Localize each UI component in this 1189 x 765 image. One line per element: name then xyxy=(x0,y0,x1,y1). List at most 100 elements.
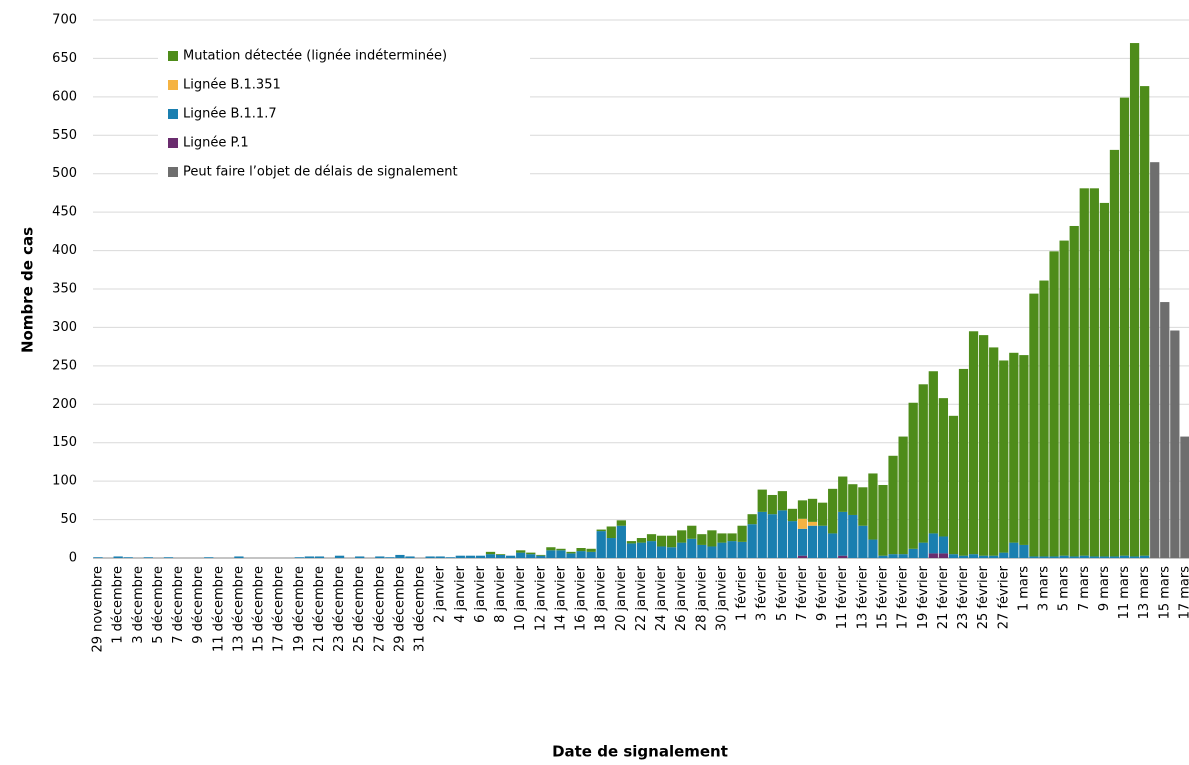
x-tick-label: 4 janvier xyxy=(453,565,468,623)
bar-segment xyxy=(576,548,586,552)
bar-segment xyxy=(979,335,989,556)
bar-segment xyxy=(1049,251,1059,557)
y-tick-label: 150 xyxy=(52,435,77,450)
bar-segment xyxy=(1099,202,1110,557)
x-tick-label: 17 février xyxy=(896,565,911,629)
bar-segment xyxy=(1089,556,1099,558)
bar-segment xyxy=(1119,555,1130,558)
bar-segment xyxy=(757,489,767,512)
x-tick-label: 13 décembre xyxy=(231,566,246,652)
bar-segment xyxy=(646,541,657,558)
bar-segment xyxy=(1170,330,1180,558)
bar-segment xyxy=(405,556,415,558)
y-tick-label: 450 xyxy=(52,205,77,220)
bar-segment xyxy=(606,538,616,558)
y-tick-label: 250 xyxy=(52,358,77,373)
x-tick-label: 16 janvier xyxy=(574,565,589,631)
bar-segment xyxy=(636,542,647,558)
x-tick-label: 1 mars xyxy=(1016,566,1031,611)
x-tick-label: 1 décembre xyxy=(111,566,126,644)
x-tick-label: 19 décembre xyxy=(292,566,307,652)
bar-segment xyxy=(717,542,727,558)
bar-segment xyxy=(807,525,818,558)
legend-box xyxy=(158,38,530,186)
bar-segment xyxy=(546,547,556,551)
bar-segment xyxy=(1009,352,1019,543)
bar-segment xyxy=(586,548,596,552)
bar-segment xyxy=(1039,280,1049,557)
x-tick-label: 21 février xyxy=(936,565,951,629)
bar-segment xyxy=(656,535,667,547)
x-tick-label: 20 janvier xyxy=(614,565,629,631)
bar-segment xyxy=(727,541,737,558)
x-tick-label: 22 janvier xyxy=(634,565,649,631)
bar-segment xyxy=(868,473,878,540)
y-tick-label: 200 xyxy=(52,397,77,412)
bar-segment xyxy=(495,554,506,555)
x-tick-label: 15 décembre xyxy=(252,566,267,652)
y-tick-label: 300 xyxy=(52,320,77,335)
bar-segment xyxy=(838,476,848,512)
bar-segment xyxy=(938,398,949,537)
bar-segment xyxy=(536,554,546,556)
x-tick-label: 26 janvier xyxy=(674,565,689,631)
bar-segment xyxy=(938,536,949,554)
bar-segment xyxy=(898,554,908,558)
x-tick-label: 13 mars xyxy=(1137,566,1152,620)
bar-segment xyxy=(948,415,959,555)
bar-segment xyxy=(928,371,938,534)
bar-segment xyxy=(516,550,526,553)
x-tick-label: 6 janvier xyxy=(473,565,488,623)
bar-segment xyxy=(898,436,908,555)
bar-segment xyxy=(838,555,848,558)
bar-segment xyxy=(667,535,677,548)
bar-segment xyxy=(576,551,586,558)
bar-segment xyxy=(807,498,818,522)
x-tick-label: 19 février xyxy=(916,565,931,629)
bar-segment xyxy=(838,511,848,556)
x-tick-label: 27 février xyxy=(996,565,1011,629)
bar-segment xyxy=(636,538,647,543)
bar-segment xyxy=(1059,555,1069,558)
bar-segment xyxy=(123,557,133,558)
x-tick-label: 13 février xyxy=(855,565,870,629)
bar-segment xyxy=(828,533,838,558)
x-tick-label: 28 janvier xyxy=(694,565,709,631)
bar-segment xyxy=(1059,240,1069,556)
bar-segment xyxy=(536,555,546,558)
x-tick-label: 14 janvier xyxy=(553,565,568,631)
x-tick-label: 8 janvier xyxy=(493,565,508,623)
bar-segment xyxy=(1009,542,1019,558)
x-tick-label: 27 décembre xyxy=(372,566,387,652)
y-tick-label: 0 xyxy=(69,551,77,566)
x-tick-label: 29 novembre xyxy=(91,566,106,653)
bar-segment xyxy=(797,528,808,556)
bar-segment xyxy=(677,542,687,558)
x-tick-label: 2 janvier xyxy=(433,565,448,623)
bar-segment xyxy=(1089,188,1099,557)
y-tick-label: 100 xyxy=(52,474,77,489)
y-tick-label: 500 xyxy=(52,166,77,181)
bar-segment xyxy=(445,557,455,558)
x-tick-label: 10 janvier xyxy=(513,565,528,631)
bar-segment xyxy=(425,556,435,558)
bar-segment xyxy=(908,402,918,549)
x-tick-label: 9 mars xyxy=(1097,566,1112,611)
bar-segment xyxy=(626,543,637,558)
bar-segment xyxy=(677,530,687,543)
bar-segment xyxy=(465,555,476,558)
bar-segment xyxy=(687,538,697,558)
bar-segment xyxy=(435,556,445,558)
x-tick-label: 21 décembre xyxy=(312,566,327,652)
y-tick-label: 350 xyxy=(52,282,77,297)
bar-segment xyxy=(848,484,858,515)
y-axis-title: Nombre de cas xyxy=(19,227,37,353)
bar-segment xyxy=(1079,188,1089,556)
legend-label: Peut faire l’objet de délais de signalem… xyxy=(183,165,458,180)
x-tick-label: 9 février xyxy=(815,565,830,621)
bar-segment xyxy=(989,347,999,556)
bar-segment xyxy=(697,534,707,545)
bar-segment xyxy=(1129,556,1140,558)
bar-segment xyxy=(828,488,838,534)
x-tick-label: 3 février xyxy=(755,565,770,621)
